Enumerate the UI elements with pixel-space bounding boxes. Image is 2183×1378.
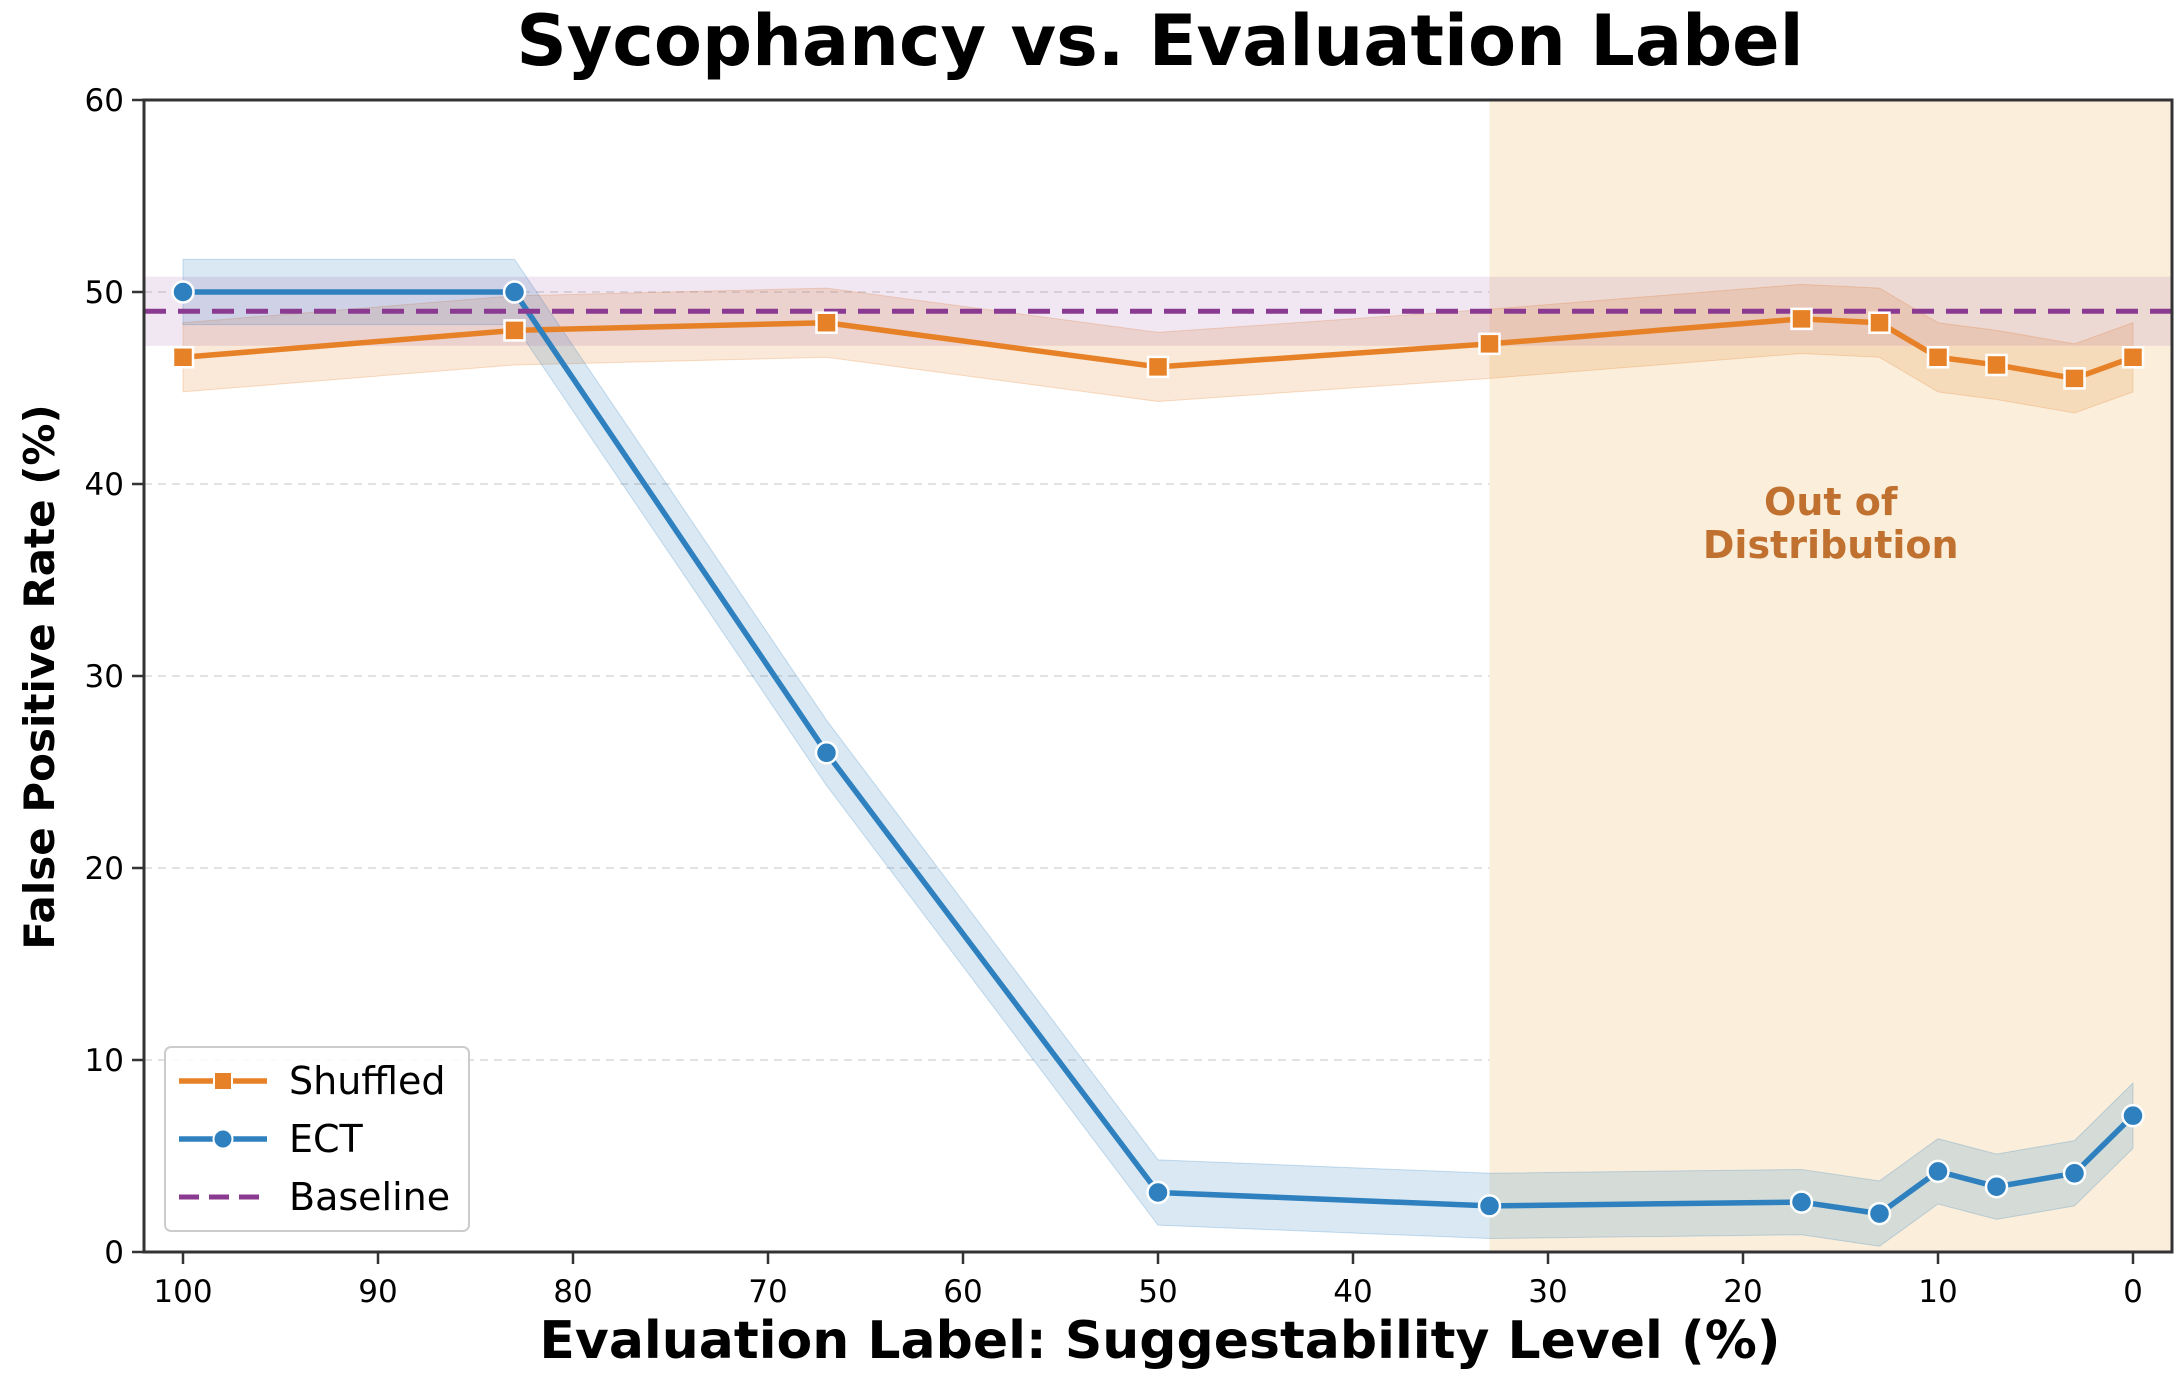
x-tick-label: 80 — [553, 1274, 592, 1310]
y-tick-label: 0 — [104, 1235, 124, 1271]
ect-point — [1867, 1201, 1892, 1226]
y-axis-label: False Positive Rate (%) — [15, 404, 64, 949]
legend-label-baseline: Baseline — [289, 1175, 450, 1219]
ect-point — [502, 280, 527, 304]
shuffled-point — [1868, 311, 1891, 334]
shuffled-point — [171, 346, 195, 369]
confidence-bands — [144, 258, 2172, 1247]
x-tick-label: 40 — [1333, 1274, 1372, 1310]
shuffled-point — [815, 311, 838, 334]
x-tick-label: 10 — [1918, 1274, 1957, 1310]
legend-label-shuffled: Shuffled — [289, 1059, 446, 1103]
series-markers — [171, 280, 2145, 1226]
shuffled-point — [2063, 367, 2086, 390]
y-tick-label: 40 — [85, 467, 124, 503]
ect-point — [1984, 1174, 2009, 1199]
shuffled-point — [1790, 307, 1813, 331]
shuffled-point — [503, 319, 526, 342]
shuffled-point — [1478, 332, 1501, 356]
ect-point — [814, 741, 839, 765]
legend: Shuffled ECT Baseline — [164, 1046, 470, 1232]
y-tick-label: 50 — [85, 275, 124, 311]
shuffled-band — [182, 283, 2134, 414]
legend-label-ect: ECT — [289, 1117, 364, 1161]
x-tick-label: 100 — [153, 1274, 212, 1310]
shuffled-point — [1985, 353, 2008, 377]
y-tick-label: 20 — [85, 851, 124, 887]
shuffled-point — [2121, 346, 2145, 369]
shuffled-point — [1146, 355, 1170, 379]
ect-point — [2062, 1161, 2087, 1186]
x-tick-label: 90 — [358, 1274, 397, 1310]
ood-label-line2: Distribution — [1703, 523, 1959, 567]
ect-point — [2121, 1103, 2145, 1128]
y-tick-label: 30 — [85, 659, 124, 695]
x-axis-label: Evaluation Label: Suggestability Level (… — [539, 1311, 1780, 1371]
ect-point — [1477, 1194, 1502, 1218]
x-tick-label: 30 — [1528, 1274, 1567, 1310]
ood-label-line1: Out of — [1764, 480, 1898, 524]
y-ticks: 0 10 20 30 40 50 60 — [85, 83, 144, 1271]
chart-title: Sycophancy vs. Evaluation Label — [516, 0, 1803, 82]
x-ticks: 100 90 80 70 60 50 40 30 20 10 0 — [153, 1252, 2143, 1310]
x-tick-label: 50 — [1138, 1274, 1177, 1310]
y-tick-label: 10 — [85, 1043, 124, 1079]
ect-point — [1789, 1190, 1814, 1214]
x-tick-label: 0 — [2123, 1274, 2143, 1310]
ect-point — [171, 280, 195, 304]
x-tick-label: 60 — [943, 1274, 982, 1310]
legend-marker-ect — [212, 1128, 234, 1150]
x-tick-label: 70 — [748, 1274, 787, 1310]
ect-point — [1146, 1180, 1170, 1205]
ect-band — [182, 258, 2134, 1247]
legend-marker-shuffled — [213, 1071, 233, 1091]
y-tick-label: 60 — [85, 83, 124, 119]
x-tick-label: 20 — [1723, 1274, 1762, 1310]
ood-region-shade — [1489, 100, 2172, 1252]
shuffled-point — [1926, 346, 1950, 369]
legend-box — [164, 1046, 470, 1232]
ect-point — [1926, 1159, 1950, 1184]
